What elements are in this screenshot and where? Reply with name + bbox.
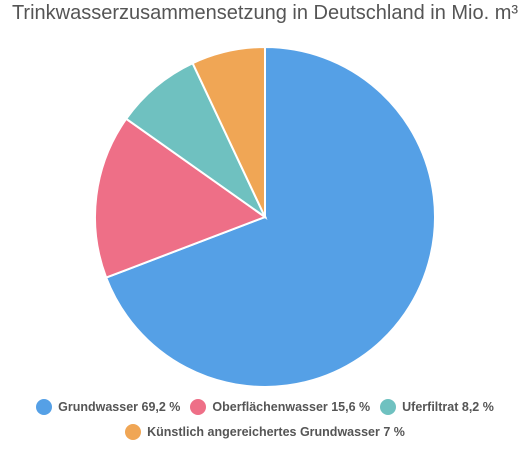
legend-row-1: Grundwasser 69,2 % Oberflächenwasser 15,…	[0, 399, 530, 415]
legend-label-grundwasser: Grundwasser 69,2 %	[58, 400, 181, 414]
legend-dot-uferfiltrat	[380, 399, 397, 415]
legend-dot-oberflaechenwasser	[190, 399, 207, 415]
legend-item-oberflaechenwasser[interactable]: Oberflächenwasser 15,6 %	[190, 399, 370, 415]
legend-label-oberflaechenwasser: Oberflächenwasser 15,6 %	[212, 400, 371, 414]
pie-chart	[94, 45, 436, 388]
legend-label-kuenstlich: Künstlich angereichertes Grundwasser 7 %	[147, 425, 405, 439]
legend-dot-kuenstlich	[125, 424, 142, 440]
pie-slice-grundwasser[interactable]	[104, 45, 436, 388]
chart-title: Trinkwasserzusammensetzung in Deutschlan…	[11, 2, 519, 24]
legend-item-grundwasser[interactable]: Grundwasser 69,2 %	[36, 399, 180, 415]
chart-title-area: Trinkwasserzusammensetzung in Deutschlan…	[0, 0, 530, 32]
legend-dot-grundwasser	[36, 399, 53, 415]
legend-row-2: Künstlich angereichertes Grundwasser 7 %	[0, 424, 530, 440]
pie-slice-kuenstlich[interactable]	[191, 45, 266, 218]
legend-label-uferfiltrat: Uferfiltrat 8,2 %	[402, 400, 494, 414]
pie-slice-oberflaechenwasser[interactable]	[94, 117, 268, 279]
pie-slice-uferfiltrat[interactable]	[124, 61, 268, 221]
legend-item-uferfiltrat[interactable]: Uferfiltrat 8,2 %	[380, 399, 494, 415]
legend-item-kuenstlich[interactable]: Künstlich angereichertes Grundwasser 7 %	[125, 424, 405, 440]
